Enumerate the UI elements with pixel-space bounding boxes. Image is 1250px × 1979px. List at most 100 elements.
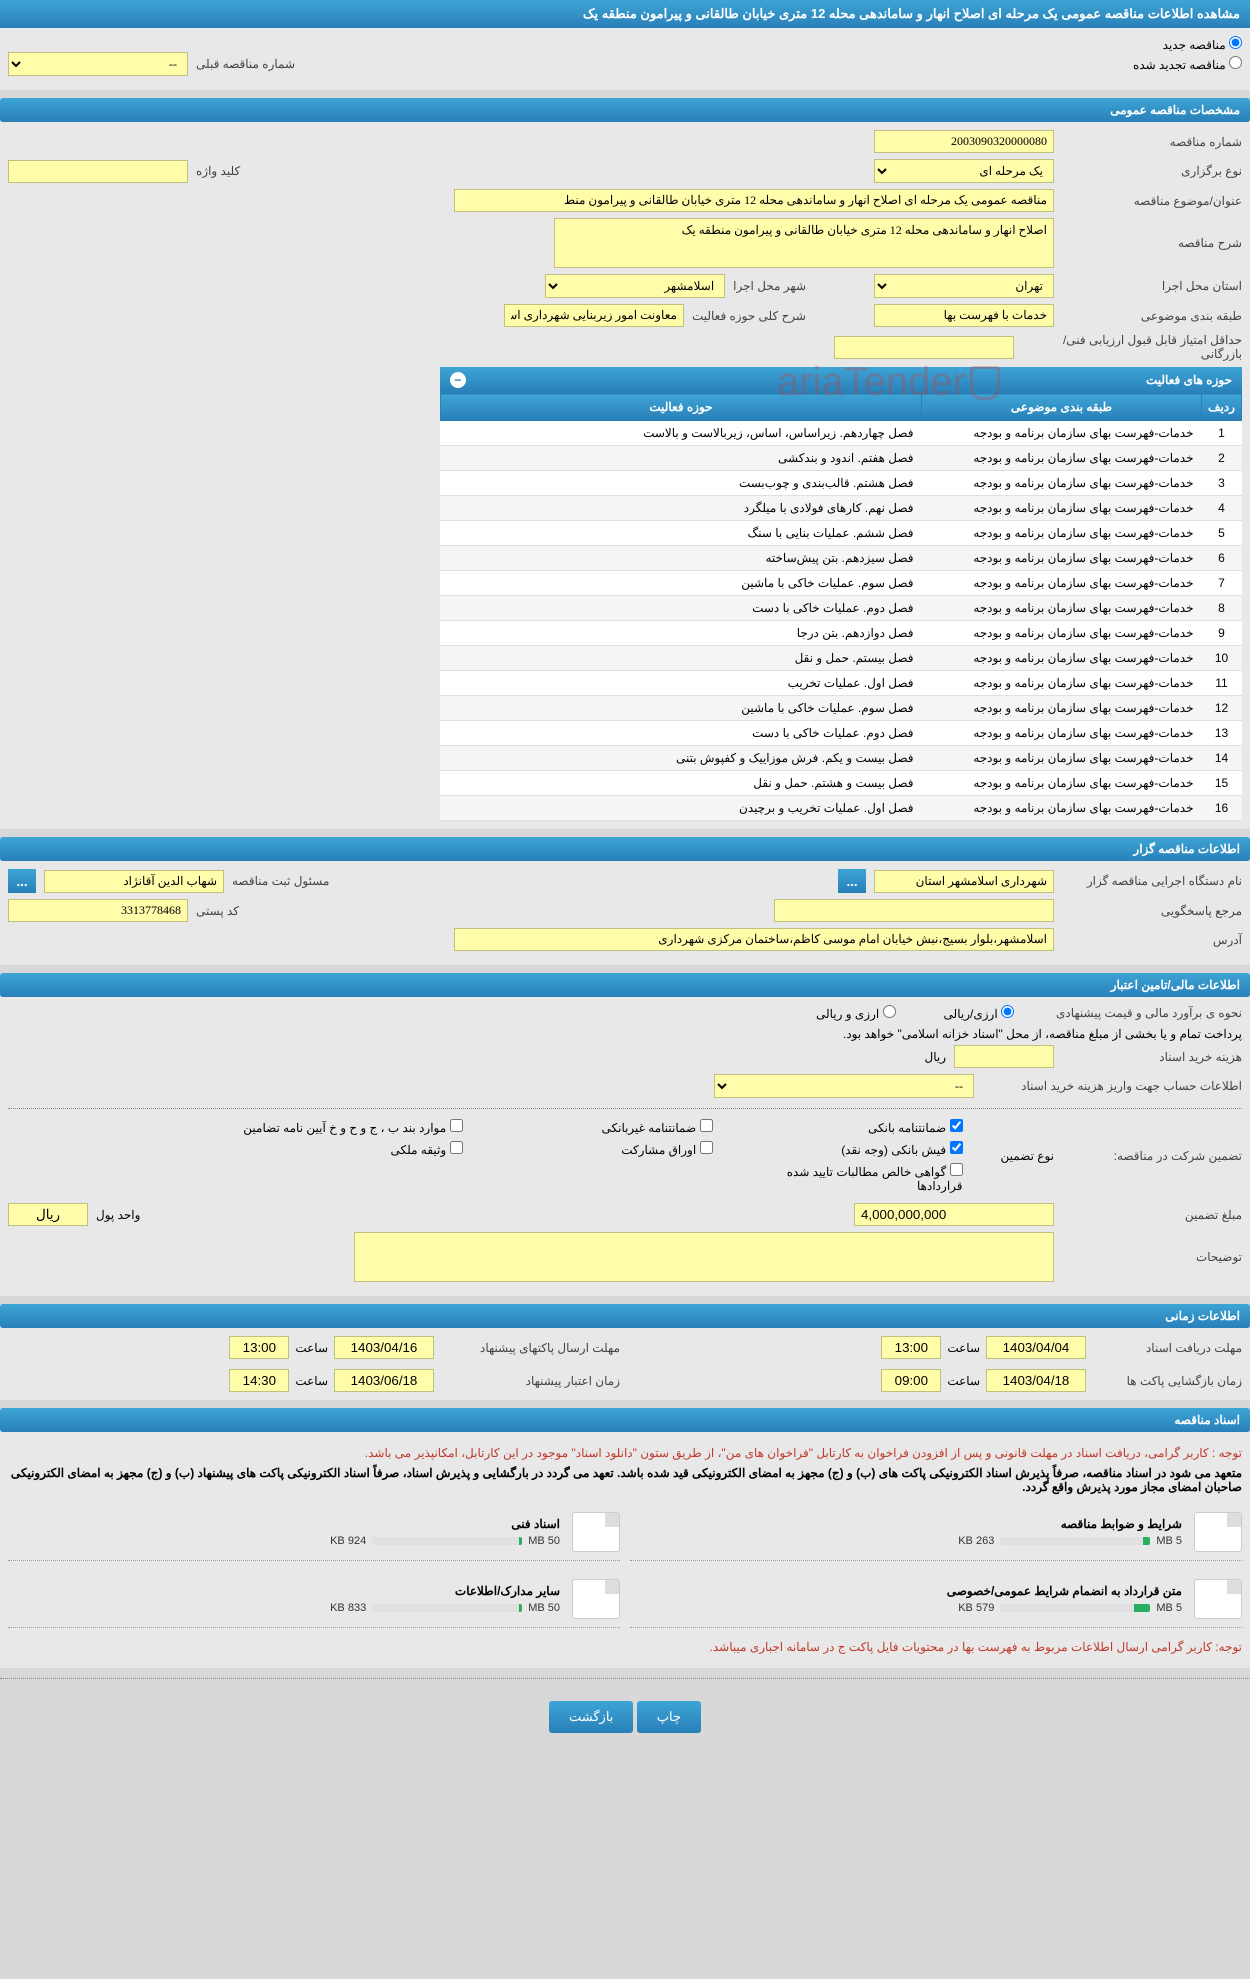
rial-radio[interactable]: ارزی/ریالی <box>944 1005 1014 1021</box>
collapse-icon[interactable]: − <box>450 372 466 388</box>
new-tender-radio[interactable]: مناقصه جدید <box>1163 38 1242 52</box>
tender-no-label: شماره مناقصه <box>1062 135 1242 149</box>
type-select[interactable]: یک مرحله ای <box>874 159 1054 183</box>
unit-input[interactable] <box>8 1203 88 1226</box>
th-class: طبقه بندی موضوعی <box>922 394 1202 421</box>
opt-securities-check[interactable]: اوراق مشارکت <box>493 1141 713 1157</box>
table-row: 2خدمات-فهرست بهای سازمان برنامه و بودجهف… <box>440 446 1241 471</box>
province-select[interactable]: تهران <box>874 274 1054 298</box>
folder-icon <box>572 1579 620 1619</box>
section-general-header: مشخصات مناقصه عمومی <box>0 98 1250 122</box>
footer-buttons: چاپ بازگشت <box>0 1689 1250 1745</box>
docs-note1: توجه : کاربر گرامی، دریافت اسناد در مهلت… <box>8 1446 1242 1460</box>
opt-property-check[interactable]: وثیقه ملکی <box>243 1141 463 1157</box>
org-panel: نام دستگاه اجرایی مناقصه گزار ... مسئول … <box>0 861 1250 965</box>
address-input[interactable] <box>454 928 1054 951</box>
doc-progress <box>1000 1604 1150 1612</box>
table-row: 15خدمات-فهرست بهای سازمان برنامه و بودجه… <box>440 771 1241 796</box>
resp-label: مرجع پاسخگویی <box>1062 904 1242 918</box>
subject-input[interactable] <box>454 189 1054 212</box>
participation-label: تضمین شرکت در مناقصه: <box>1062 1149 1242 1163</box>
keyword-input[interactable] <box>8 160 188 183</box>
desc-textarea[interactable]: اصلاح انهار و ساماندهی محله 12 متری خیاب… <box>554 218 1054 268</box>
hour-label-4: ساعت <box>295 1374 328 1388</box>
activity-table-title: حوزه های فعالیت − <box>440 367 1242 393</box>
renewed-tender-radio[interactable]: مناقصه تجدید شده <box>1133 56 1242 72</box>
doc-item[interactable]: سایر مدارک/اطلاعات 50 MB 833 KB <box>8 1571 620 1628</box>
print-button[interactable]: چاپ <box>637 1701 701 1733</box>
purchase-cost-input[interactable] <box>954 1045 1054 1068</box>
deposit-account-select[interactable]: -- <box>714 1074 974 1098</box>
back-button[interactable]: بازگشت <box>549 1701 633 1733</box>
opt-bankfish-check[interactable]: فیش بانکی (وجه نقد) <box>743 1141 963 1157</box>
receive-date-input[interactable] <box>986 1336 1086 1359</box>
section-docs-header: اسناد مناقصه <box>0 1408 1250 1432</box>
class-input[interactable] <box>874 304 1054 327</box>
section-time-header: اطلاعات زمانی <box>0 1304 1250 1328</box>
city-label: شهر محل اجرا <box>733 279 806 293</box>
class-label: طبقه بندی موضوعی <box>1062 309 1242 323</box>
reg-label: مسئول ثبت مناقصه <box>232 874 329 888</box>
docs-panel: توجه : کاربر گرامی، دریافت اسناد در مهلت… <box>0 1432 1250 1668</box>
table-row: 8خدمات-فهرست بهای سازمان برنامه و بودجهف… <box>440 596 1241 621</box>
opt-items-check[interactable]: موارد بند ب ، ج و ح و خ آیین نامه تضامین <box>243 1119 463 1135</box>
notes-textarea[interactable] <box>354 1232 1054 1282</box>
doc-progress <box>372 1604 522 1612</box>
activity-table: ردیف طبقه بندی موضوعی حوزه فعالیت 1خدمات… <box>440 393 1242 821</box>
open-label: زمان بازگشایی پاکت ها <box>1092 1374 1242 1388</box>
exec-lookup-button[interactable]: ... <box>838 869 866 893</box>
send-date-input[interactable] <box>334 1336 434 1359</box>
open-date-input[interactable] <box>986 1369 1086 1392</box>
notes-label: توضیحات <box>1062 1250 1242 1264</box>
general-panel: شماره مناقصه نوع برگزاری یک مرحله ای کلی… <box>0 122 1250 829</box>
keyword-label: کلید واژه <box>196 164 240 178</box>
reg-lookup-button[interactable]: ... <box>8 869 36 893</box>
doc-item[interactable]: شرایط و ضوابط مناقصه 5 MB 263 KB <box>630 1504 1242 1561</box>
financial-panel: نحوه ی برآورد مالی و قیمت پیشنهادی ارزی/… <box>0 997 1250 1296</box>
doc-used: 579 KB <box>958 1602 994 1614</box>
table-row: 10خدمات-فهرست بهای سازمان برنامه و بودجه… <box>440 646 1241 671</box>
doc-progress <box>372 1537 522 1545</box>
scope-input[interactable] <box>504 304 684 327</box>
validity-date-input[interactable] <box>334 1369 434 1392</box>
hour-label-2: ساعت <box>295 1341 328 1355</box>
est-label: نحوه ی برآورد مالی و قیمت پیشنهادی <box>1022 1006 1242 1020</box>
purchase-cost-label: هزینه خرید اسناد <box>1062 1050 1242 1064</box>
opt-bank-check[interactable]: ضمانتنامه بانکی <box>743 1119 963 1135</box>
validity-time-input[interactable] <box>229 1369 289 1392</box>
address-label: آدرس <box>1062 933 1242 947</box>
reg-input[interactable] <box>44 870 224 893</box>
doc-item[interactable]: اسناد فنی 50 MB 924 KB <box>8 1504 620 1561</box>
folder-icon <box>572 1512 620 1552</box>
doc-title: متن قرارداد به انضمام شرایط عمومی/خصوصی <box>630 1584 1182 1598</box>
opt-pure-check[interactable]: گواهی خالص مطالبات تایید شده قراردادها <box>743 1163 963 1193</box>
prev-tender-select[interactable]: -- <box>8 52 188 76</box>
table-row: 1خدمات-فهرست بهای سازمان برنامه و بودجهف… <box>440 421 1241 446</box>
exec-input[interactable] <box>874 870 1054 893</box>
receive-time-input[interactable] <box>881 1336 941 1359</box>
open-time-input[interactable] <box>881 1369 941 1392</box>
postal-input[interactable] <box>8 899 188 922</box>
section-org-header: اطلاعات مناقصه گزار <box>0 837 1250 861</box>
send-time-input[interactable] <box>229 1336 289 1359</box>
hour-label-1: ساعت <box>947 1341 980 1355</box>
payment-note: پرداخت تمام و یا بخشی از مبلغ مناقصه، از… <box>8 1027 1242 1041</box>
min-score-input[interactable] <box>834 336 1014 359</box>
opt-nonbank-check[interactable]: ضمانتنامه غیربانکی <box>493 1119 713 1135</box>
table-row: 9خدمات-فهرست بهای سازمان برنامه و بودجهف… <box>440 621 1241 646</box>
doc-used: 833 KB <box>330 1602 366 1614</box>
type-label: نوع برگزاری <box>1062 164 1242 178</box>
resp-input[interactable] <box>774 899 1054 922</box>
folder-icon <box>1194 1512 1242 1552</box>
city-select[interactable]: اسلامشهر <box>545 274 725 298</box>
th-scope: حوزه فعالیت <box>440 394 921 421</box>
docs-note3: توجه: کاربر گرامی ارسال اطلاعات مربوط به… <box>8 1640 1242 1654</box>
table-row: 16خدمات-فهرست بهای سازمان برنامه و بودجه… <box>440 796 1241 821</box>
folder-icon <box>1194 1579 1242 1619</box>
doc-title: سایر مدارک/اطلاعات <box>8 1584 560 1598</box>
amount-input[interactable] <box>854 1203 1054 1226</box>
fx-radio[interactable]: ارزی و ریالی <box>816 1005 896 1021</box>
tender-no-input[interactable] <box>874 130 1054 153</box>
doc-item[interactable]: متن قرارداد به انضمام شرایط عمومی/خصوصی … <box>630 1571 1242 1628</box>
doc-title: اسناد فنی <box>8 1517 560 1531</box>
